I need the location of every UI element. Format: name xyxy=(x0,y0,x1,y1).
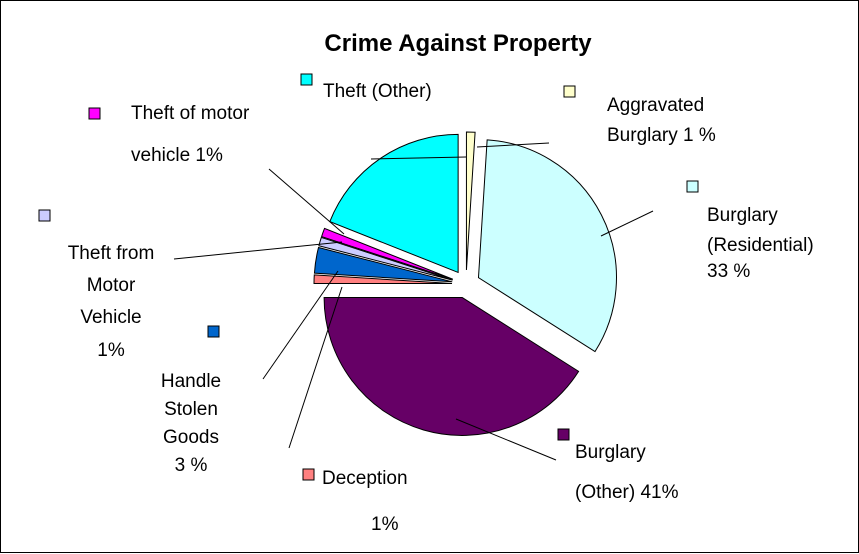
data-label-theft-of-motor-vehicle-line-2: vehicle 1% xyxy=(131,145,223,166)
marker-deception xyxy=(302,468,315,481)
data-label-theft-from-motor-vehicle-line-2: Motor xyxy=(87,275,136,296)
data-label-deception-line-1: Deception xyxy=(322,468,408,489)
data-label-theft-other-line-1: Theft (Other) xyxy=(323,81,432,102)
data-label-burglary-residential-line-2: (Residential) xyxy=(707,235,814,256)
pie-slice-deception xyxy=(313,274,453,285)
marker-handle-stolen-goods xyxy=(207,325,220,338)
chart-title: Crime Against Property xyxy=(324,30,592,57)
pie-slice-theft-of-motor-vehicle xyxy=(320,227,454,280)
leader-line-theft-from-motor-vehicle xyxy=(173,241,343,260)
data-label-theft-from-motor-vehicle-line-4: 1% xyxy=(97,340,125,361)
data-label-theft-from-motor-vehicle-line-1: Theft from xyxy=(68,243,155,264)
leader-line-theft-other xyxy=(370,156,467,160)
marker-theft-other xyxy=(300,73,313,86)
marker-theft-of-motor-vehicle xyxy=(88,107,101,120)
data-label-burglary-other-line-2: (Other) 41% xyxy=(575,482,679,503)
pie-slice-burglary-residential xyxy=(477,139,617,353)
leader-line-burglary-other xyxy=(455,418,557,461)
pie-slice-burglary-other xyxy=(323,296,580,436)
leader-line-theft-of-motor-vehicle xyxy=(268,168,345,235)
marker-burglary-other xyxy=(557,428,570,441)
leader-line-aggravated-burglary xyxy=(476,142,550,148)
data-label-handle-stolen-goods-line-2: Stolen xyxy=(164,399,218,420)
data-label-handle-stolen-goods-line-4: 3 % xyxy=(175,455,208,476)
data-label-theft-from-motor-vehicle-line-3: Vehicle xyxy=(80,307,141,328)
data-label-handle-stolen-goods-line-3: Goods xyxy=(163,427,219,448)
leader-line-burglary-residential xyxy=(600,210,654,237)
pie-slice-theft-from-motor-vehicle xyxy=(318,236,453,281)
marker-theft-from-motor-vehicle xyxy=(38,209,51,222)
data-label-theft-of-motor-vehicle-line-1: Theft of motor xyxy=(131,103,250,124)
pie-slice-handle-stolen-goods xyxy=(313,246,453,283)
pie-slice-aggravated-burglary xyxy=(465,131,476,271)
leader-line-handle-stolen-goods xyxy=(262,270,339,380)
data-label-handle-stolen-goods-line-1: Handle xyxy=(161,371,221,392)
leader-line-deception xyxy=(288,286,343,449)
data-label-burglary-residential-line-3: 33 % xyxy=(707,261,750,282)
data-label-burglary-residential-line-1: Burglary xyxy=(707,205,778,226)
data-label-deception-line-2: 1% xyxy=(371,514,399,535)
marker-burglary-residential xyxy=(686,180,699,193)
marker-aggravated-burglary xyxy=(563,85,576,98)
data-label-aggravated-burglary-line-1: Aggravated xyxy=(607,95,704,116)
data-label-burglary-other-line-1: Burglary xyxy=(575,442,646,463)
data-label-aggravated-burglary-line-2: Burglary 1 % xyxy=(607,125,716,146)
